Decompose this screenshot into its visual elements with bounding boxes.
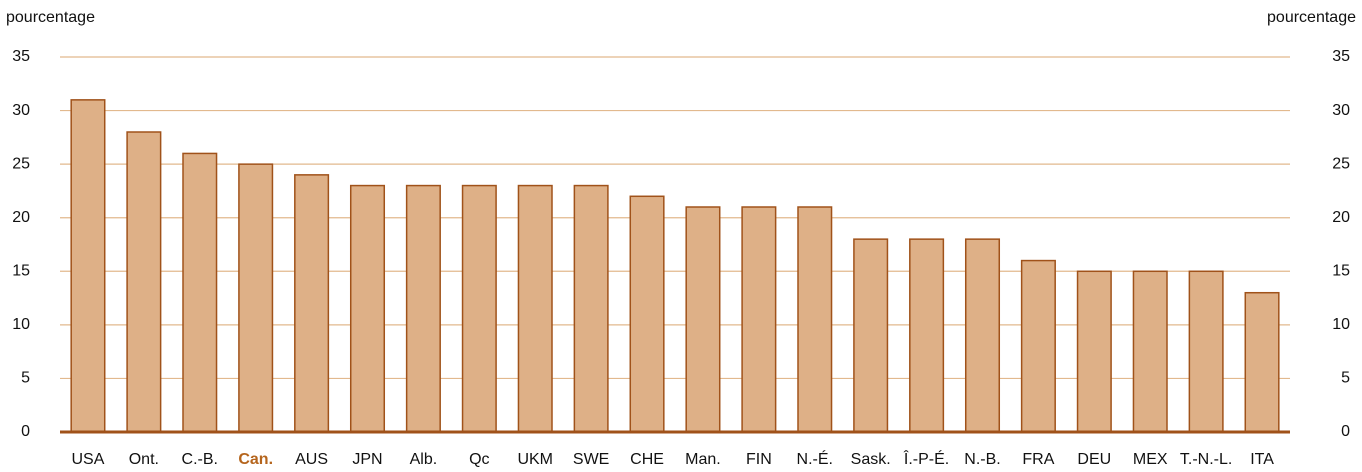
x-tick-label: USA <box>72 451 105 468</box>
y-tick-label: 30 <box>12 102 30 119</box>
y-tick-label: 0 <box>21 423 30 440</box>
x-tick-label: C.-B. <box>182 451 218 468</box>
y-axis-label: pourcentage <box>6 9 95 26</box>
x-tick-label: SWE <box>573 451 609 468</box>
y2-tick-label: 10 <box>1332 316 1350 333</box>
bar <box>349 184 386 433</box>
x-tick-label: ITA <box>1250 451 1274 468</box>
x-tick-label: Can. <box>238 451 273 468</box>
x-tick-label: MEX <box>1133 451 1168 468</box>
bar <box>1188 270 1224 433</box>
y-tick-label: 15 <box>12 263 30 280</box>
bar <box>126 131 162 433</box>
bar <box>182 152 218 433</box>
bar <box>238 163 274 433</box>
x-tick-label: Alb. <box>410 451 438 468</box>
x-tick-label: Sask. <box>851 451 891 468</box>
bar <box>853 238 889 433</box>
y2-tick-label: 25 <box>1332 155 1350 172</box>
y2-tick-label: 5 <box>1341 370 1350 387</box>
bar <box>573 184 609 433</box>
bar <box>405 184 441 433</box>
y2-tick-label: 20 <box>1332 209 1350 226</box>
bar <box>797 206 833 433</box>
x-tick-label: UKM <box>517 451 553 468</box>
y2-tick-label: 15 <box>1332 263 1350 280</box>
y-tick-label: 10 <box>12 316 30 333</box>
x-tick-label: N.-É. <box>797 449 833 468</box>
x-tick-label: CHE <box>630 451 664 468</box>
bar <box>70 99 106 433</box>
bar <box>964 238 1001 433</box>
x-tick-label: AUS <box>295 451 328 468</box>
bar <box>685 206 721 433</box>
x-tick-label: Ont. <box>129 451 159 468</box>
bar <box>461 184 497 433</box>
bar <box>294 174 330 433</box>
x-tick-label: FRA <box>1022 451 1054 468</box>
bar <box>1244 291 1280 433</box>
bar <box>1132 270 1168 433</box>
y2-tick-label: 0 <box>1341 423 1350 440</box>
x-tick-label: Man. <box>685 451 721 468</box>
bar <box>741 206 777 433</box>
x-tick-label: T.-N.-L. <box>1180 451 1232 468</box>
bar <box>909 238 945 433</box>
y2-tick-label: 35 <box>1332 48 1350 65</box>
x-tick-label: FIN <box>746 451 772 468</box>
bar <box>629 195 665 433</box>
y-tick-label: 25 <box>12 155 30 172</box>
y-tick-label: 5 <box>21 370 30 387</box>
x-tick-label: Î.-P-É. <box>903 449 949 468</box>
x-tick-label: N.-B. <box>964 451 1000 468</box>
y-tick-label: 20 <box>12 209 30 226</box>
y2-tick-label: 30 <box>1332 102 1350 119</box>
bar <box>517 184 553 433</box>
x-tick-label: JPN <box>352 451 382 468</box>
x-tick-label: Qc <box>469 451 489 468</box>
bar <box>1020 259 1056 433</box>
x-tick-label: DEU <box>1077 451 1111 468</box>
y2-axis-label: pourcentage <box>1267 9 1356 26</box>
y-tick-label: 35 <box>12 48 30 65</box>
bar <box>1076 270 1112 433</box>
